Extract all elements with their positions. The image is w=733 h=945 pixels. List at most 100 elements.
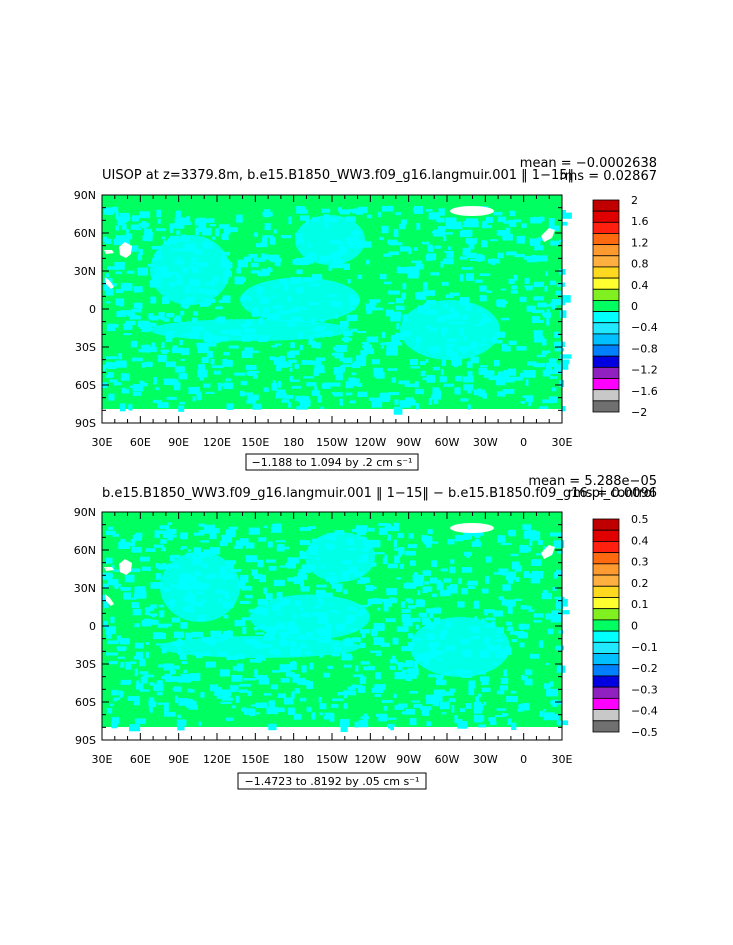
speckle-cell bbox=[234, 545, 243, 549]
speckle-cell bbox=[289, 350, 300, 355]
speckle-cell bbox=[334, 352, 344, 359]
speckle-cell bbox=[130, 224, 139, 230]
speckle-cell bbox=[401, 292, 406, 300]
colorbar-swatch bbox=[592, 552, 620, 565]
speckle-cell bbox=[525, 379, 529, 386]
speckle-cell bbox=[498, 371, 510, 379]
speckle-cell bbox=[178, 401, 186, 405]
rms-label: rms = 0.0096 bbox=[568, 486, 657, 501]
speckle-cell bbox=[400, 601, 406, 608]
speckle-cell bbox=[466, 218, 479, 223]
speckle-cell bbox=[473, 707, 483, 714]
speckle-cell bbox=[422, 282, 428, 290]
chart-title: b.e15.B1850_WW3.f09_g16.langmuir.001 ‖ 1… bbox=[102, 486, 655, 501]
speckle-cell bbox=[324, 712, 334, 719]
speckle-cell bbox=[358, 604, 368, 608]
speckle-cell bbox=[144, 607, 150, 616]
speckle-cell bbox=[271, 383, 278, 391]
speckle-cell bbox=[436, 676, 443, 684]
speckle-cell bbox=[500, 317, 509, 321]
speckle-cell bbox=[272, 380, 276, 385]
speckle-cell bbox=[139, 211, 150, 218]
speckle-cell bbox=[138, 248, 143, 256]
speckle-cell bbox=[362, 633, 366, 639]
colorbar-label: 0.3 bbox=[631, 556, 649, 569]
speckle-cell bbox=[234, 372, 246, 376]
y-tick-label: 60N bbox=[74, 544, 96, 557]
speckle-cell bbox=[522, 703, 530, 711]
speckle-cell bbox=[316, 584, 327, 588]
contour-range-label: −1.4723 to .8192 by .05 cm s⁻¹ bbox=[245, 775, 420, 788]
speckle-cell bbox=[139, 380, 145, 384]
speckle-cell bbox=[155, 573, 162, 580]
speckle-cell bbox=[136, 683, 144, 690]
speckle-cell bbox=[109, 379, 118, 383]
speckle-cell bbox=[251, 569, 258, 576]
speckle-cell bbox=[157, 623, 169, 628]
speckle-cell bbox=[449, 688, 456, 693]
speckle-cell bbox=[342, 357, 353, 364]
colorbar-swatch bbox=[592, 529, 620, 542]
speckle-cell bbox=[140, 329, 150, 333]
speckle-cell bbox=[148, 697, 155, 702]
speckle-cell bbox=[497, 535, 506, 543]
speckle-cell bbox=[550, 240, 560, 246]
speckle-cell bbox=[385, 618, 396, 623]
speckle-cell bbox=[196, 342, 208, 348]
speckle-cell bbox=[445, 217, 457, 225]
speckle-cell bbox=[509, 210, 516, 217]
colorbar-label: −0.3 bbox=[631, 683, 658, 696]
speckle-cell bbox=[332, 698, 344, 701]
rms-label: rms = 0.02867 bbox=[560, 169, 657, 184]
speckle-cell bbox=[517, 708, 524, 712]
x-tick-label: 30E bbox=[552, 436, 573, 449]
speckle-cell bbox=[465, 568, 472, 573]
speckle-cell bbox=[450, 221, 462, 228]
speckle-cell bbox=[411, 260, 423, 264]
speckle-cell bbox=[522, 395, 527, 398]
speckle-cell bbox=[468, 586, 476, 589]
speckle-cell bbox=[118, 541, 130, 549]
speckle-cell bbox=[194, 227, 200, 236]
speckle-cell bbox=[111, 564, 115, 571]
speckle-cell bbox=[149, 620, 159, 625]
speckle-cell bbox=[139, 556, 150, 562]
speckle-cell bbox=[268, 723, 277, 731]
speckle-cell bbox=[197, 345, 209, 354]
speckle-cell bbox=[103, 236, 107, 242]
speckle-cell bbox=[225, 529, 236, 538]
speckle-cell bbox=[348, 377, 356, 383]
x-tick-label: 90E bbox=[168, 753, 189, 766]
speckle-cell bbox=[288, 216, 292, 225]
speckle-cell bbox=[475, 696, 479, 703]
speckle-cell bbox=[273, 579, 285, 587]
map-region bbox=[160, 636, 360, 658]
speckle-cell bbox=[538, 216, 545, 222]
speckle-cell bbox=[467, 580, 478, 586]
speckle-cell bbox=[200, 540, 209, 543]
speckle-cell bbox=[533, 363, 545, 368]
speckle-cell bbox=[502, 233, 513, 241]
speckle-cell bbox=[118, 353, 122, 360]
speckle-cell bbox=[430, 579, 441, 584]
speckle-cell bbox=[176, 230, 181, 235]
speckle-cell bbox=[244, 347, 254, 352]
speckle-cell bbox=[371, 400, 383, 408]
speckle-cell bbox=[204, 298, 216, 303]
speckle-cell bbox=[422, 620, 432, 626]
x-tick-label: 120W bbox=[354, 436, 386, 449]
speckle-cell bbox=[542, 709, 547, 712]
colorbar-label: 1.2 bbox=[631, 236, 649, 249]
colorbar-swatch bbox=[592, 210, 620, 223]
speckle-cell bbox=[120, 587, 131, 591]
speckle-cell bbox=[250, 262, 259, 268]
speckle-cell bbox=[133, 698, 140, 706]
speckle-cell bbox=[523, 571, 530, 575]
speckle-cell bbox=[533, 330, 543, 338]
speckle-cell bbox=[399, 400, 411, 408]
speckle-cell bbox=[500, 542, 512, 546]
speckle-cell bbox=[367, 598, 371, 607]
speckle-cell bbox=[373, 637, 381, 640]
speckle-cell bbox=[252, 374, 258, 379]
speckle-cell bbox=[340, 320, 349, 328]
